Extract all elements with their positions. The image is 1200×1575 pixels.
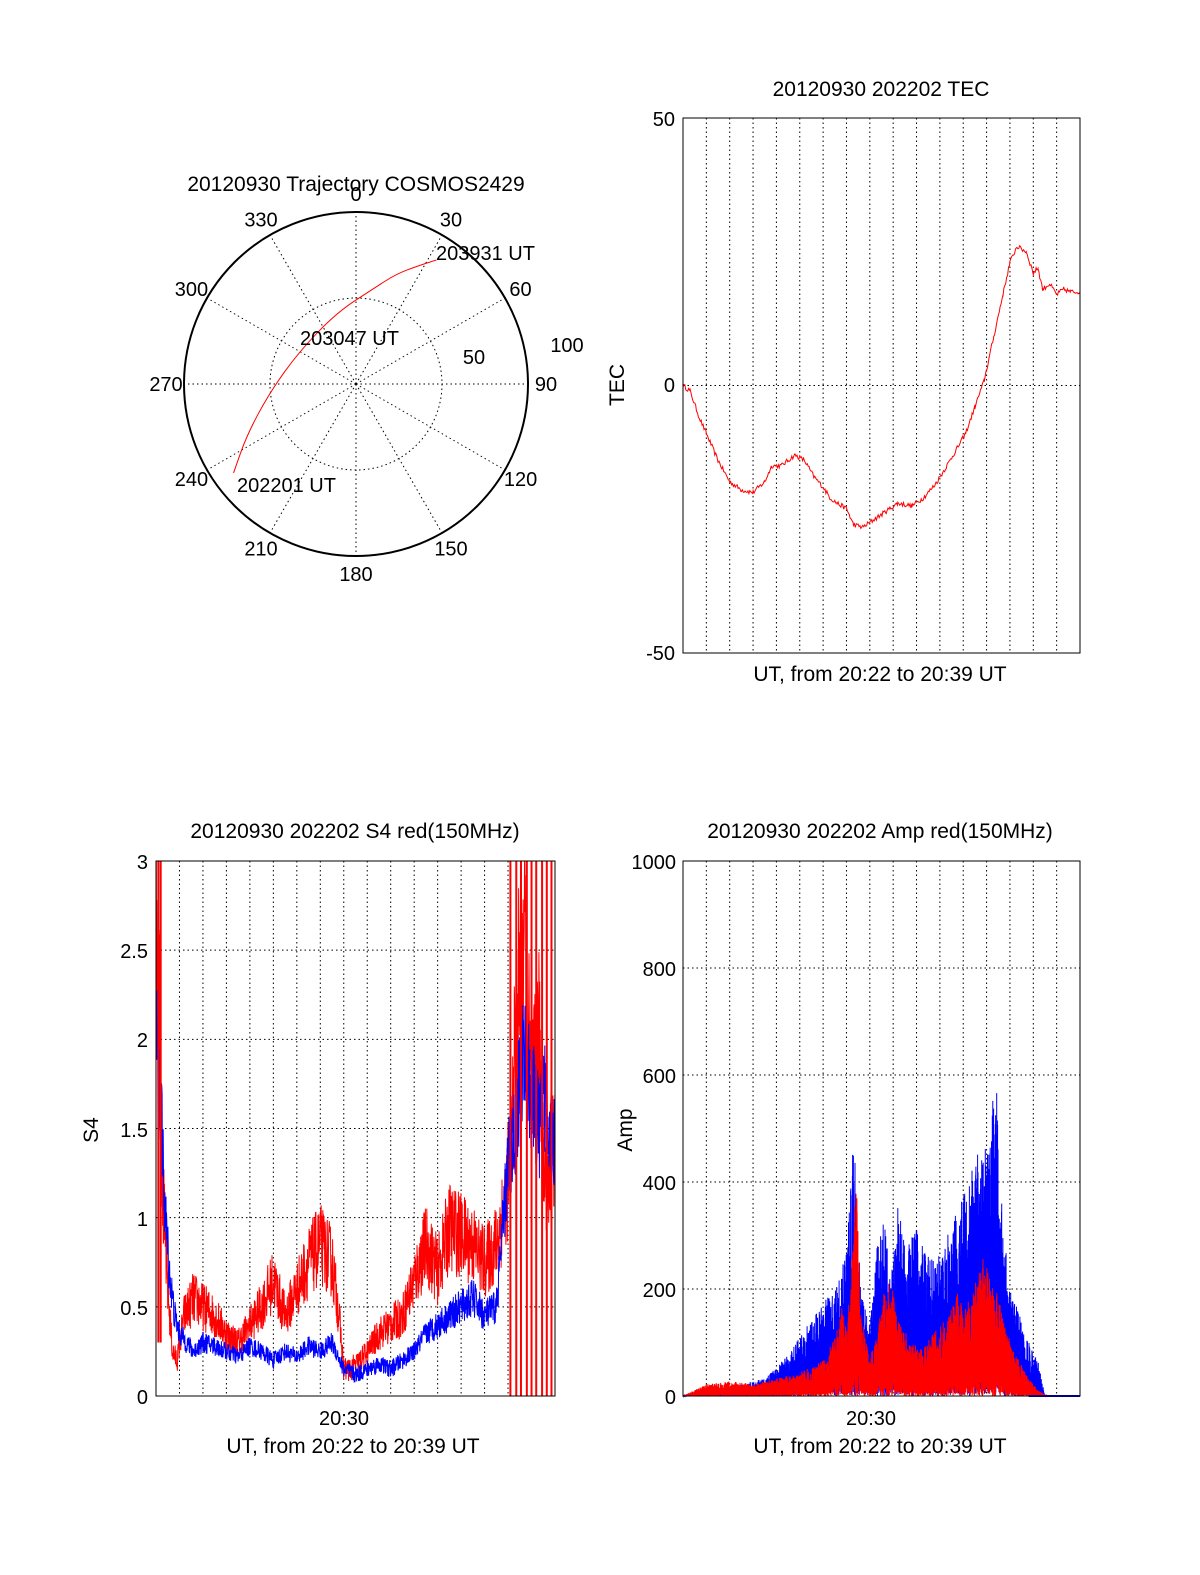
s4-series bbox=[155, 860, 556, 1396]
polar-ring-labels: 50 100 bbox=[463, 335, 584, 369]
amp-xtick-2030: 20:30 bbox=[846, 1408, 896, 1430]
polar-grid bbox=[183, 211, 529, 557]
tec-y-tick-labels: -50 0 50 bbox=[646, 109, 675, 665]
s4-ytick-1: 1 bbox=[137, 1209, 148, 1231]
polar-spoke bbox=[206, 383, 357, 471]
s4-x-axis-label: UT, from 20:22 to 20:39 UT bbox=[226, 1435, 479, 1458]
tec-series bbox=[682, 244, 1081, 530]
amp-series bbox=[682, 1093, 1080, 1398]
s4-ytick-1-5: 1.5 bbox=[120, 1120, 148, 1142]
polar-spoke bbox=[269, 234, 357, 385]
polar-spoke bbox=[269, 383, 357, 534]
s4-chart-title: 20120930 202202 S4 red(150MHz) bbox=[190, 820, 519, 843]
azimuth-label: 120 bbox=[504, 469, 537, 491]
polar-annotations: 203931 UT 203047 UT 202201 UT bbox=[237, 243, 535, 497]
amp-chart-title: 20120930 202202 Amp red(150MHz) bbox=[707, 820, 1053, 843]
s4-ytick-0: 0 bbox=[137, 1387, 148, 1409]
annotation-mid-time: 203047 UT bbox=[300, 328, 399, 350]
polar-chart-title: 20120930 Trajectory COSMOS2429 bbox=[187, 173, 524, 196]
s4-ytick-2-5: 2.5 bbox=[120, 941, 148, 963]
amp-y-tick-labels: 0 200 400 600 800 1000 bbox=[632, 852, 677, 1409]
ring-label-50: 50 bbox=[463, 347, 485, 369]
tec-x-axis-label: UT, from 20:22 to 20:39 UT bbox=[753, 663, 1006, 686]
azimuth-label: 60 bbox=[509, 279, 531, 301]
polar-spoke bbox=[355, 234, 443, 385]
amp-x-axis-label: UT, from 20:22 to 20:39 UT bbox=[753, 1435, 1006, 1458]
tec-chart-title: 20120930 202202 TEC bbox=[773, 78, 990, 101]
amp-ytick-400: 400 bbox=[643, 1173, 676, 1195]
trajectory-line bbox=[233, 259, 437, 474]
s4-plot-frame bbox=[155, 860, 556, 1397]
polar-spoke bbox=[355, 383, 443, 534]
azimuth-label: 0 bbox=[350, 184, 361, 206]
tec-plot-frame bbox=[682, 117, 1081, 654]
tec-chart: 20120930 202202 TEC -50 0 50 TEC UT, fro… bbox=[606, 78, 1081, 686]
azimuth-label: 300 bbox=[175, 279, 208, 301]
azimuth-label: 180 bbox=[339, 564, 372, 586]
annotation-end-time: 203931 UT bbox=[436, 243, 535, 265]
s4-blue-line bbox=[155, 990, 556, 1384]
s4-xtick-2030: 20:30 bbox=[319, 1408, 369, 1430]
azimuth-label: 270 bbox=[149, 374, 182, 396]
amp-ytick-0: 0 bbox=[665, 1387, 676, 1409]
azimuth-label: 210 bbox=[244, 539, 277, 561]
s4-chart: 20120930 202202 S4 red(150MHz) 0 0.5 1 1… bbox=[80, 820, 556, 1458]
tec-ytick-neg50: -50 bbox=[646, 643, 675, 665]
polar-ring-outer bbox=[183, 211, 529, 557]
tec-line bbox=[682, 244, 1081, 530]
azimuth-label: 90 bbox=[535, 374, 557, 396]
polar-spoke bbox=[206, 297, 357, 385]
tec-ytick-0: 0 bbox=[664, 375, 675, 397]
s4-ytick-3: 3 bbox=[137, 852, 148, 874]
amp-ytick-800: 800 bbox=[643, 959, 676, 981]
polar-ring-50 bbox=[269, 297, 443, 471]
amp-chart: 20120930 202202 Amp red(150MHz) 0 200 40… bbox=[614, 820, 1081, 1458]
azimuth-label: 330 bbox=[244, 209, 277, 231]
azimuth-label: 150 bbox=[434, 539, 467, 561]
s4-red-line bbox=[155, 860, 556, 1382]
amp-ytick-200: 200 bbox=[643, 1280, 676, 1302]
annotation-start-time: 202201 UT bbox=[237, 475, 336, 497]
tec-grid bbox=[683, 118, 1080, 653]
azimuth-label: 30 bbox=[440, 209, 462, 231]
azimuth-label: 240 bbox=[175, 469, 208, 491]
polar-spoke bbox=[355, 297, 506, 385]
amp-plot-frame bbox=[682, 860, 1081, 1397]
ring-label-100: 100 bbox=[550, 335, 583, 357]
tec-y-axis-label: TEC bbox=[606, 364, 629, 406]
s4-ytick-2: 2 bbox=[137, 1030, 148, 1052]
amp-red-trace bbox=[682, 1193, 1080, 1398]
s4-y-axis-label: S4 bbox=[80, 1117, 103, 1143]
polar-azimuth-labels: 0 30 60 90 120 150 180 210 240 270 300 330 bbox=[149, 184, 557, 586]
polar-trajectory-chart: 20120930 Trajectory COSMOS2429 0 30 60 90 12… bbox=[149, 173, 583, 586]
amp-ytick-600: 600 bbox=[643, 1066, 676, 1088]
tec-ytick-50: 50 bbox=[653, 109, 675, 131]
polar-trajectory-series bbox=[233, 259, 437, 474]
s4-ytick-0-5: 0.5 bbox=[120, 1298, 148, 1320]
amp-y-axis-label: Amp bbox=[614, 1108, 637, 1151]
amp-ytick-1000: 1000 bbox=[632, 852, 677, 874]
s4-y-tick-labels: 0 0.5 1 1.5 2 2.5 3 bbox=[120, 852, 148, 1409]
